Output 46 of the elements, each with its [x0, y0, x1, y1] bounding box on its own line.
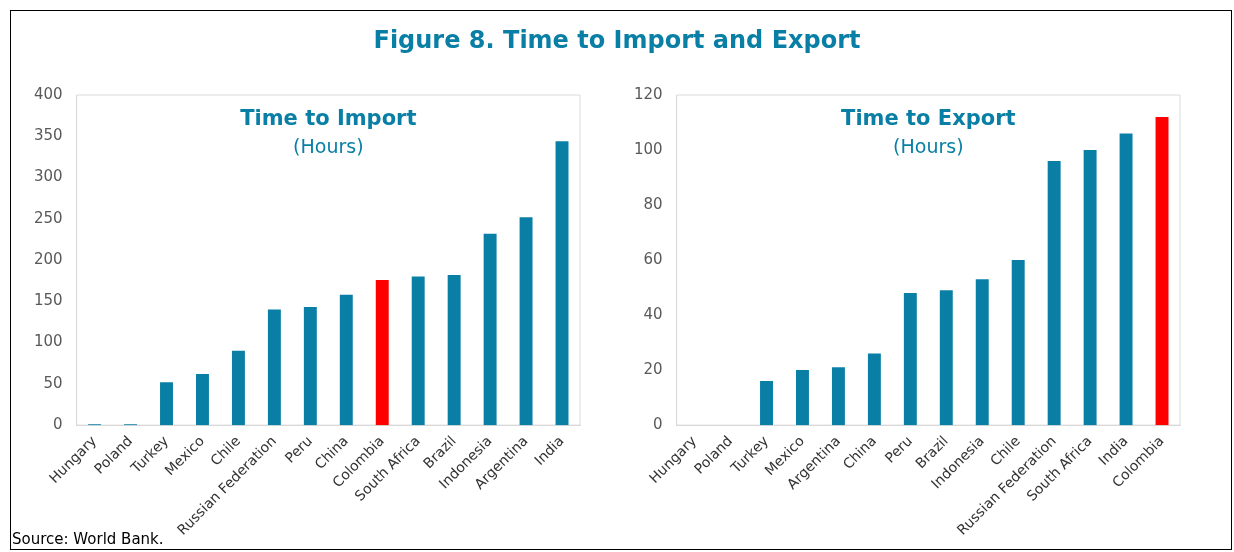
bar: [1155, 117, 1169, 426]
bar: [267, 309, 281, 426]
y-tick-label: 350: [33, 126, 63, 145]
bar: [375, 279, 389, 426]
bar: [903, 293, 917, 426]
bar: [339, 294, 353, 426]
caption: Figure 8. Time to Import and Export: [372, 26, 862, 54]
bar: [760, 381, 773, 426]
y-tick-label: 20: [643, 360, 663, 379]
y-tick-label: 80: [643, 194, 663, 213]
bar: [1047, 161, 1061, 426]
bar: [1011, 260, 1025, 426]
text: (Hours): [293, 135, 364, 157]
text: Time to Export: [841, 106, 1016, 130]
y-tick-label: 40: [643, 304, 663, 323]
bar: [519, 217, 533, 426]
bar: [303, 307, 317, 426]
y-tick-label: 100: [633, 139, 663, 158]
bar: [196, 373, 209, 426]
bar: [975, 279, 989, 426]
y-tick-label: 0: [53, 415, 63, 434]
bar: [483, 233, 497, 426]
bar: [1083, 150, 1097, 426]
y-tick-label: 50: [43, 373, 63, 392]
y-tick-label: 0: [653, 415, 663, 434]
bar: [447, 274, 461, 426]
bar: [831, 367, 845, 426]
bar: [160, 382, 173, 426]
y-tick-label: 250: [33, 208, 63, 227]
y-tick-label: 60: [643, 249, 663, 268]
bar: [555, 141, 569, 426]
y-tick-label: 100: [33, 332, 63, 351]
bar: [411, 276, 425, 426]
bar: [1119, 133, 1133, 426]
y-tick-label: 300: [33, 167, 63, 186]
bar: [231, 350, 245, 426]
text: (Hours): [893, 135, 964, 157]
bar: [939, 290, 953, 426]
y-tick-label: 150: [33, 291, 63, 310]
bar: [796, 370, 809, 426]
y-tick-label: 200: [33, 249, 63, 268]
bar: [867, 353, 881, 426]
text: Time to Import: [240, 106, 417, 130]
y-tick-label: 120: [633, 84, 663, 103]
source-note: Source: World Bank.: [12, 530, 164, 548]
y-tick-label: 400: [33, 84, 63, 103]
